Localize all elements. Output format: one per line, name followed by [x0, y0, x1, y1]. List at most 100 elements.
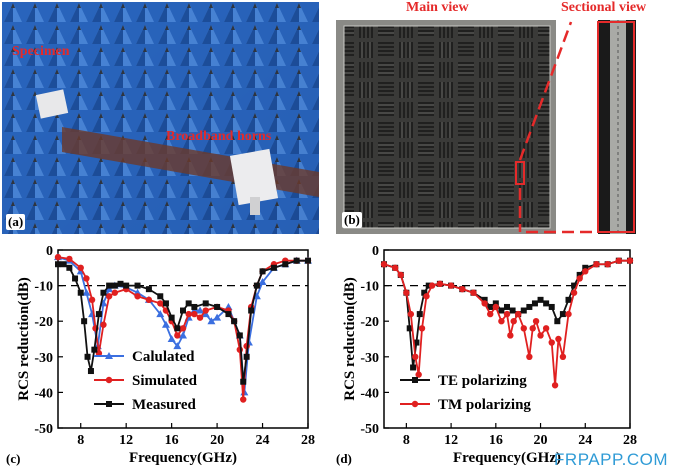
data-point: [202, 307, 209, 314]
series-line: [383, 259, 630, 386]
data-point: [191, 310, 198, 318]
data-point: [537, 296, 544, 303]
series-measured: [55, 257, 311, 385]
data-point: [554, 318, 561, 325]
data-point: [157, 300, 164, 307]
data-point: [161, 320, 170, 328]
data-point: [503, 310, 511, 318]
y-tick-label: -10: [34, 280, 53, 295]
data-point: [565, 310, 572, 318]
data-point: [162, 300, 169, 307]
panel-c-label: (c): [4, 451, 23, 467]
data-point: [481, 296, 488, 303]
data-point: [487, 303, 494, 310]
data-point: [305, 257, 311, 264]
data-point: [410, 364, 417, 371]
data-point: [507, 332, 514, 339]
data-point: [145, 296, 153, 304]
data-point: [236, 332, 243, 339]
watermark: FRPAPP.COM: [554, 450, 668, 469]
data-point: [415, 371, 422, 378]
data-point: [248, 307, 255, 314]
data-point: [167, 335, 176, 342]
data-point: [231, 318, 238, 325]
legend-label: Measured: [132, 397, 197, 413]
data-point: [185, 310, 192, 318]
x-tick-label: 12: [444, 433, 458, 448]
legend-entry: TE polarizing: [400, 373, 527, 389]
data-point: [509, 307, 516, 314]
y-tick-label: -30: [34, 351, 53, 366]
x-tick-label: 20: [534, 433, 548, 448]
data-point: [576, 275, 583, 282]
y-tick-label: 0: [372, 244, 379, 259]
y-tick-label: -40: [34, 386, 53, 401]
data-point: [459, 285, 466, 293]
legend: TE polarizing TM polarizing: [400, 373, 531, 413]
data-point: [202, 300, 209, 307]
data-point: [66, 264, 73, 271]
data-point: [576, 271, 583, 278]
data-point: [157, 293, 164, 300]
x-axis-label: Frequency(GHz): [453, 450, 561, 466]
data-point: [565, 296, 572, 303]
data-point: [174, 325, 181, 332]
x-axis-label: Frequency(GHz): [129, 450, 237, 466]
data-point: [258, 278, 267, 286]
data-point: [447, 282, 455, 289]
data-point: [570, 289, 578, 296]
data-point: [243, 353, 250, 360]
y-tick-label: -50: [34, 422, 53, 437]
data-point: [214, 303, 221, 310]
data-point: [95, 311, 102, 318]
data-point: [481, 300, 488, 307]
data-point: [123, 282, 130, 289]
data-point: [626, 257, 634, 264]
section-callout-lines: [515, 21, 635, 234]
data-point: [117, 280, 124, 287]
data-point: [82, 288, 91, 296]
chart-d-rcs-reduction: 0 -10 -20 -30 -40 -50 8 12 16 20 24 28 Frequency(GHz…: [342, 244, 637, 466]
plot-area: 0 -10 -20 -30 -40 -50 8 12 16 20 24 28 Frequency(GHz…: [16, 244, 315, 466]
data-point: [253, 282, 260, 289]
data-point: [604, 261, 611, 268]
data-point: [487, 310, 494, 318]
data-point: [145, 286, 152, 293]
data-point: [436, 280, 444, 288]
data-point: [282, 261, 289, 268]
y-tick-label: -30: [360, 351, 379, 366]
data-point: [551, 382, 559, 389]
plot-area: 0 -10 -20 -30 -40 -50 8 12 16 20 24 28 Frequency(GHz…: [342, 244, 637, 466]
composite-weave-illustration: [336, 20, 636, 234]
data-point: [529, 325, 536, 332]
panel-a-label: (a): [6, 214, 26, 230]
data-point: [421, 289, 428, 296]
plot-frame: [57, 249, 309, 429]
data-point: [412, 353, 419, 360]
series-tm-polarizing: [380, 257, 634, 389]
data-point: [531, 300, 538, 307]
x-tick-label: 20: [210, 433, 224, 448]
data-point: [168, 314, 175, 321]
data-point: [240, 396, 247, 403]
data-point: [55, 261, 61, 268]
data-point: [555, 335, 562, 343]
panel-d-label: (d): [334, 451, 354, 467]
x-tick-label: 8: [403, 433, 410, 448]
data-point: [207, 317, 216, 325]
data-point: [84, 353, 91, 360]
data-point: [174, 332, 181, 339]
data-point: [180, 307, 186, 314]
data-point: [83, 275, 90, 282]
x-tick-label: 24: [256, 433, 270, 448]
data-point: [498, 318, 505, 325]
data-point: [520, 325, 527, 332]
data-point: [571, 282, 578, 289]
data-point: [105, 293, 113, 300]
legend-entry: Simulated: [94, 373, 198, 389]
data-point: [134, 282, 141, 289]
y-tick-label: 0: [46, 244, 53, 259]
data-point: [548, 339, 555, 346]
data-point: [156, 310, 165, 318]
legend-label: TE polarizing: [438, 373, 527, 389]
